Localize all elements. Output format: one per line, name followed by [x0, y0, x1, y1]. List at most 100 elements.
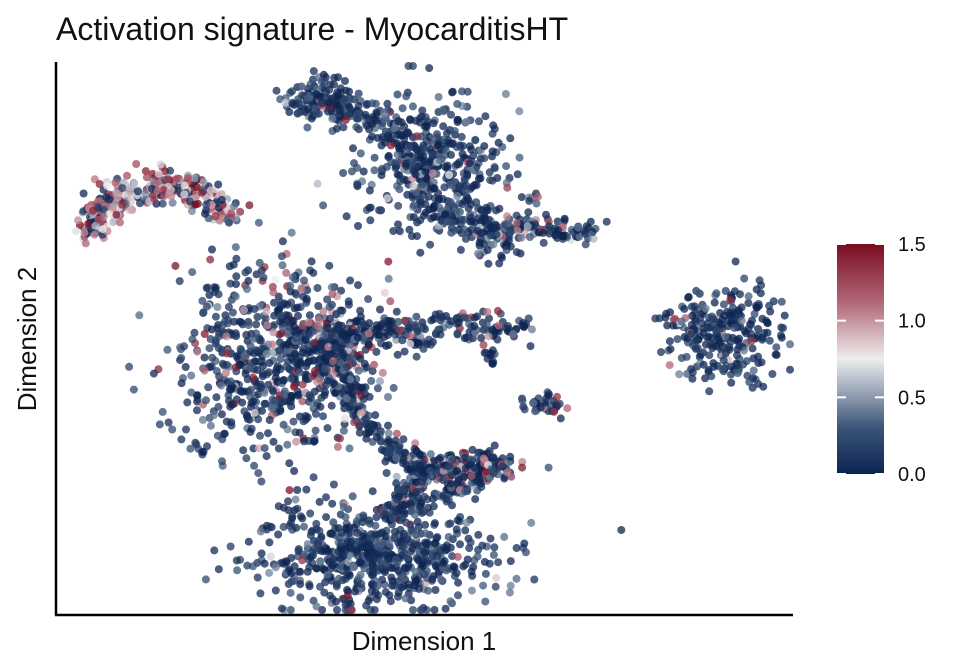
data-point [465, 142, 474, 151]
data-point [406, 339, 415, 348]
data-point [712, 289, 721, 298]
data-point [188, 268, 197, 277]
data-point [116, 218, 124, 227]
data-point [283, 340, 292, 349]
data-point [321, 364, 330, 373]
data-point [388, 514, 397, 523]
data-point [479, 581, 488, 590]
data-point [356, 354, 365, 363]
data-point [371, 521, 380, 530]
data-point [759, 382, 768, 391]
data-point [419, 344, 428, 353]
data-point [289, 317, 298, 325]
data-point [422, 174, 431, 183]
data-point [337, 286, 346, 295]
data-point [666, 345, 675, 354]
data-point [261, 314, 270, 323]
data-point [289, 417, 298, 426]
data-point [506, 557, 515, 566]
data-point [695, 353, 704, 361]
data-point [352, 316, 361, 325]
data-point [433, 141, 442, 150]
data-point [311, 426, 320, 435]
data-point [168, 425, 177, 434]
data-point [747, 337, 756, 345]
data-point [294, 109, 303, 117]
data-point [285, 108, 294, 116]
data-point [515, 107, 524, 116]
data-point [359, 511, 368, 520]
data-point [269, 288, 278, 297]
data-point [274, 502, 283, 511]
data-point [118, 184, 127, 193]
data-point [277, 604, 286, 613]
data-point [187, 207, 196, 216]
data-point [260, 444, 269, 453]
data-point [505, 588, 514, 597]
data-point [284, 506, 293, 515]
data-point [184, 174, 192, 183]
data-point [468, 182, 477, 191]
data-point [539, 238, 548, 247]
data-point [311, 409, 320, 418]
data-point [414, 147, 423, 156]
data-point [228, 400, 237, 409]
data-point [474, 249, 482, 258]
data-point [498, 462, 507, 471]
data-point [421, 167, 430, 176]
data-point [461, 526, 470, 535]
data-point [270, 298, 278, 307]
data-point [359, 320, 368, 329]
data-point [408, 544, 417, 553]
data-point [134, 187, 142, 196]
data-point [199, 447, 208, 456]
data-point [325, 261, 334, 270]
data-point [752, 303, 761, 312]
data-point [164, 418, 173, 427]
colorbar-tick-label: 1.5 [898, 234, 926, 256]
data-point [456, 540, 464, 549]
data-point [454, 578, 463, 587]
data-point [319, 307, 328, 316]
data-point [211, 312, 220, 321]
data-point [265, 416, 274, 424]
data-point [312, 525, 321, 534]
data-point [365, 428, 374, 437]
data-point [430, 519, 439, 528]
data-point [327, 401, 336, 410]
data-point [512, 248, 521, 257]
data-point [460, 334, 469, 343]
data-point [316, 557, 324, 566]
data-point [298, 397, 307, 406]
data-point [340, 414, 349, 423]
data-point [368, 367, 377, 376]
data-point [368, 99, 377, 108]
data-point [341, 600, 350, 609]
data-point [748, 316, 756, 325]
data-point [708, 344, 717, 353]
data-point [314, 321, 323, 330]
data-point [404, 561, 413, 569]
data-point [118, 200, 127, 209]
data-point [135, 311, 144, 320]
data-point [347, 606, 356, 614]
data-point [675, 370, 684, 379]
data-point [710, 298, 719, 307]
data-point [327, 330, 336, 339]
data-point [441, 604, 450, 613]
data-point [239, 353, 247, 362]
data-point [439, 105, 447, 114]
data-point [320, 78, 329, 87]
data-point [426, 450, 435, 459]
data-point [253, 312, 262, 321]
data-point [453, 192, 462, 200]
data-point [231, 243, 240, 252]
data-point [192, 440, 201, 449]
data-point [386, 597, 395, 606]
data-point [232, 331, 241, 340]
data-point [297, 285, 306, 294]
data-point [497, 251, 506, 260]
data-point [286, 281, 295, 290]
data-point [480, 142, 489, 151]
data-point [409, 606, 417, 614]
